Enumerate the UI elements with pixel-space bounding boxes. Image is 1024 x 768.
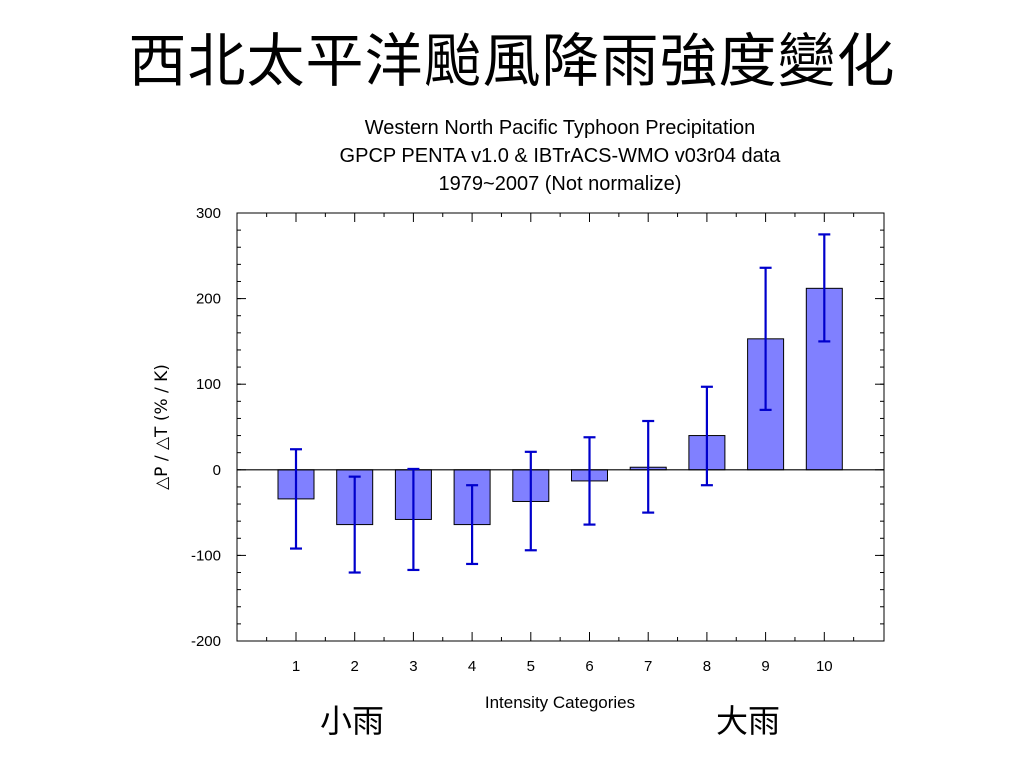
y-tick-label: -100	[191, 547, 221, 564]
chart-title-line-2: GPCP PENTA v1.0 & IBTrACS-WMO v03r04 dat…	[339, 145, 781, 167]
y-tick-label: 0	[213, 462, 221, 479]
y-tick-label: 200	[196, 291, 221, 308]
y-tick-label: 300	[196, 205, 221, 222]
x-tick-label: 2	[351, 658, 359, 675]
light-rain-label: 小雨	[320, 702, 385, 740]
x-tick-label: 6	[585, 658, 593, 675]
y-axis-label: △P / △T (% / K)	[152, 364, 172, 490]
slide-title: 西北太平洋颱風降雨強度變化	[128, 27, 896, 95]
x-tick-label: 5	[527, 658, 535, 675]
y-tick-label: -200	[191, 633, 221, 650]
x-axis-label: Intensity Categories	[485, 693, 635, 712]
x-tick-label: 1	[292, 658, 300, 675]
x-tick-label: 9	[761, 658, 769, 675]
plot-frame	[236, 212, 885, 642]
x-tick-label: 8	[703, 658, 711, 675]
y-tick-label: 100	[196, 376, 221, 393]
x-tick-label: 4	[468, 658, 476, 675]
chart-title-line-3: 1979~2007 (Not normalize)	[438, 173, 682, 195]
heavy-rain-label: 大雨	[716, 702, 781, 740]
x-tick-label: 3	[409, 658, 417, 675]
chart-title-line-1: Western North Pacific Typhoon Precipitat…	[364, 117, 756, 139]
x-tick-label: 10	[816, 658, 833, 675]
x-tick-label: 7	[644, 658, 652, 675]
